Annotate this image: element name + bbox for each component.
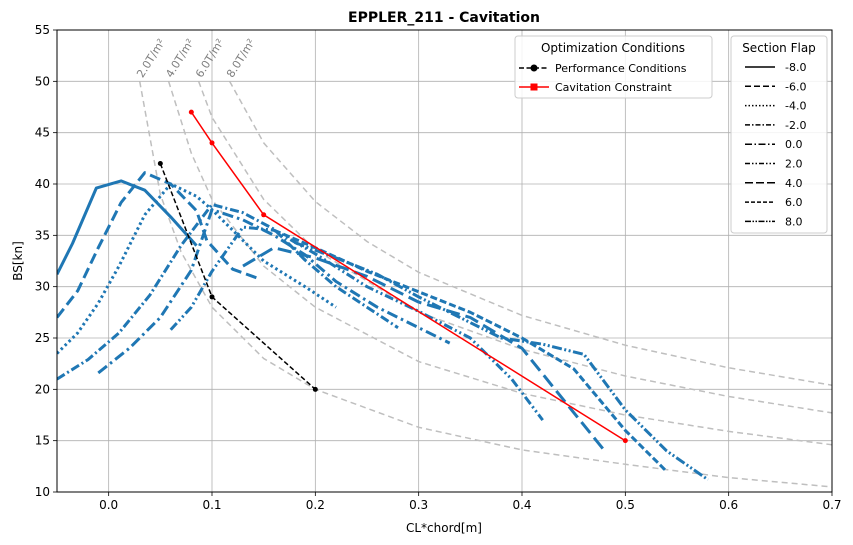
iso-line [228,80,832,386]
performance-point [312,386,318,392]
y-tick-label: 55 [35,23,50,37]
legend-performance-label: Performance Conditions [555,62,687,75]
flap-series-line [57,171,260,319]
legend-flap-label: -2.0 [785,119,806,132]
y-tick-label: 20 [35,382,50,396]
x-tick-label: 0.7 [822,498,841,512]
x-axis-label: CL*chord[m] [406,521,482,535]
iso-line [167,81,832,446]
flap-series [57,171,709,481]
legend-optimization: Optimization Conditions Performance Cond… [514,35,713,99]
legend-flap-label: 8.0 [785,215,803,228]
flap-series-line [294,241,709,481]
y-tick-label: 45 [35,126,50,140]
x-tick-label: 0.2 [306,498,325,512]
flap-series-line [242,246,606,452]
cavitation-point [209,140,215,146]
x-tick-label: 0.6 [719,498,738,512]
cavitation-point [622,438,628,444]
legend-flap-label: -4.0 [785,100,806,113]
flap-series-line [57,203,399,381]
y-tick-label: 15 [35,434,50,448]
y-tick-label: 10 [35,485,50,499]
cavitation-point [261,212,267,218]
legend-flap-label: 0.0 [785,138,803,151]
legend-cavitation-marker [530,83,538,91]
legend-flap-label: 2.0 [785,158,803,171]
x-axis-ticks: 0.0 0.1 0.2 0.3 0.4 0.5 0.6 0.7 [99,492,842,512]
y-tick-label: 25 [35,331,50,345]
x-tick-label: 0.5 [616,498,635,512]
condition-lines [157,109,628,444]
y-tick-label: 35 [35,228,50,242]
legend-flap-label: -8.0 [785,61,806,74]
y-axis-label: BS[kn] [11,241,25,281]
legend-flap-box [730,35,828,234]
x-tick-label: 0.0 [99,498,118,512]
legend-optimization-box [514,35,713,99]
x-tick-label: 0.1 [202,498,221,512]
plot-frame [56,29,833,493]
legend-performance-marker [530,64,538,72]
legend-flap: Section Flap -8.0 -6.0 -4.0 -2.0 0.0 2.0 4.0 6.… [730,35,828,234]
y-tick-label: 30 [35,280,50,294]
legend-optimization-title: Optimization Conditions [541,41,685,55]
y-tick-label: 50 [35,74,50,88]
y-tick-label: 40 [35,177,50,191]
x-tick-label: 0.3 [409,498,428,512]
legend-flap-title: Section Flap [742,41,816,55]
y-axis-ticks: 10 15 20 25 30 35 40 45 50 55 [35,23,57,499]
x-tick-label: 0.4 [512,498,531,512]
legend-flap-label: 6.0 [785,196,803,209]
legend-flap-label: -6.0 [785,80,806,93]
legend-cavitation-label: Cavitation Constraint [555,81,672,94]
flap-series-line [97,208,451,375]
flap-series-line [57,179,198,275]
performance-point [157,160,163,166]
performance-point [209,294,215,300]
iso-line [197,81,832,414]
legend-flap-label: 4.0 [785,177,803,190]
cavitation-constraint-line [190,111,626,442]
chart-title: EPPLER_211 - Cavitation [348,10,540,26]
cavitation-point [188,109,194,115]
